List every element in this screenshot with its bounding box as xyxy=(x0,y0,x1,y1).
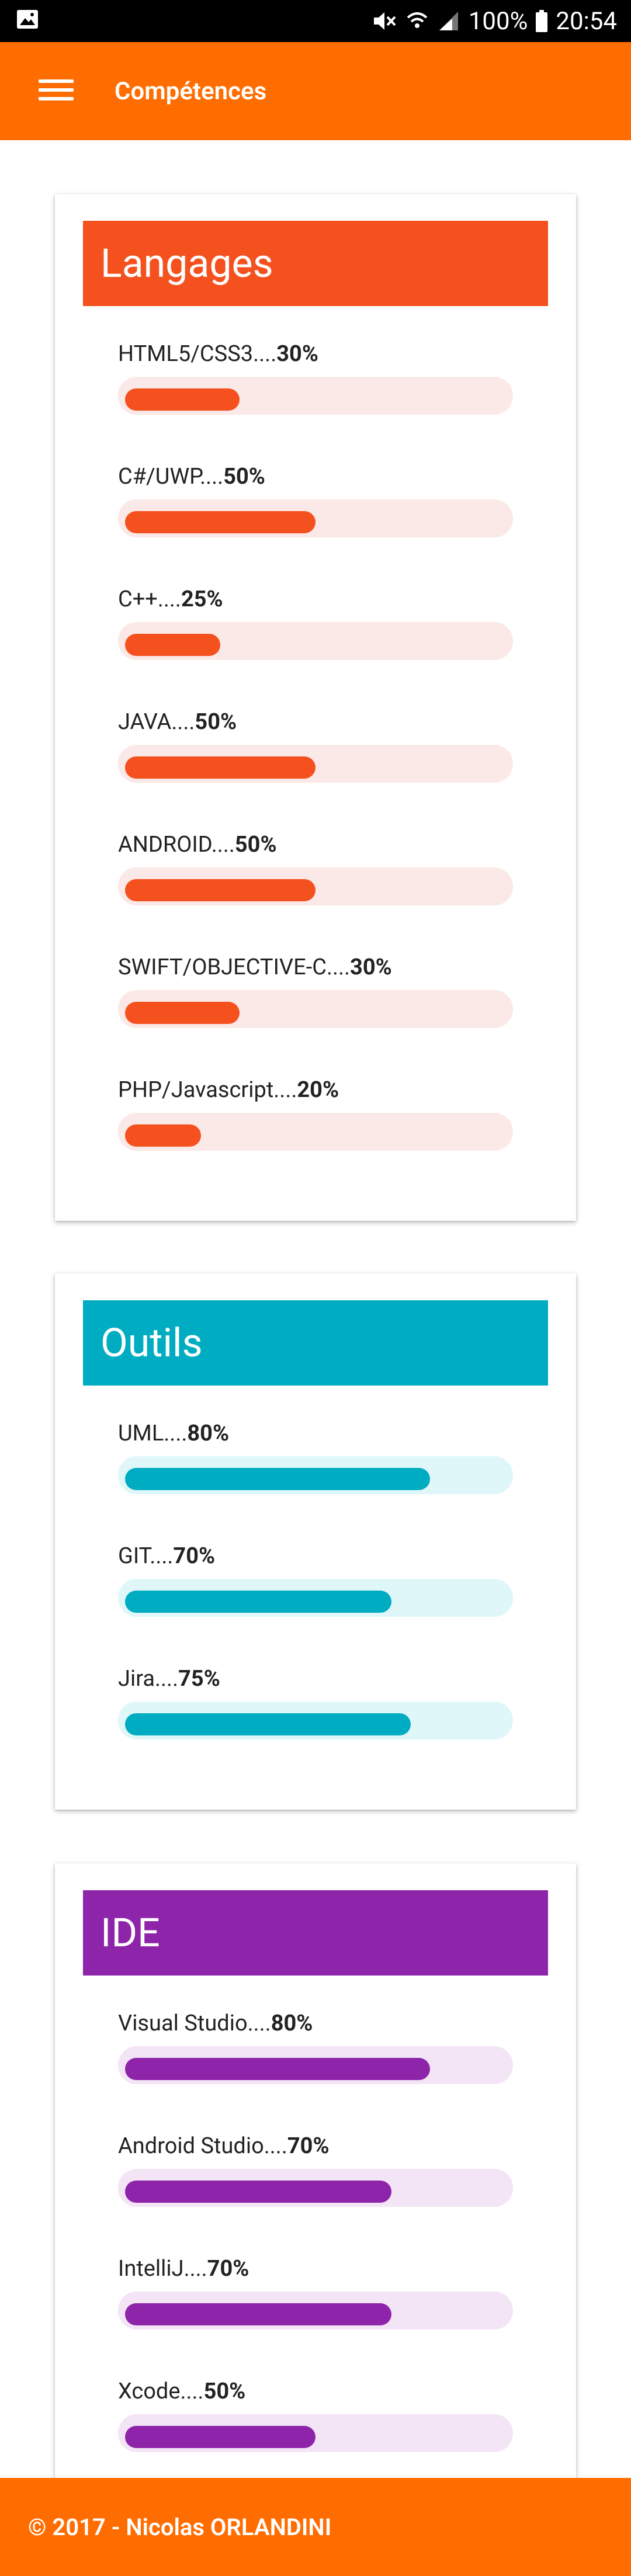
skill-item: C#/UWP....50% xyxy=(118,461,513,537)
skill-item: Xcode....50% xyxy=(118,2376,513,2452)
skill-label: SWIFT/OBJECTIVE-C....30% xyxy=(118,954,392,980)
skill-item: ANDROID....50% xyxy=(118,829,513,905)
progress-track xyxy=(118,377,513,415)
card-ide: IDE Visual Studio....80% Android Studio.… xyxy=(55,1863,576,2478)
progress-fill xyxy=(125,1713,411,1735)
skill-label: Android Studio....70% xyxy=(118,2133,330,2159)
progress-fill xyxy=(125,2303,391,2325)
skill-label: PHP/Javascript....20% xyxy=(118,1077,339,1103)
progress-fill xyxy=(125,388,240,411)
status-right: 100% 20:54 xyxy=(372,7,617,36)
progress-fill xyxy=(125,879,316,901)
status-left xyxy=(16,7,39,36)
hamburger-menu-icon xyxy=(39,77,74,105)
skill-item: PHP/Javascript....20% xyxy=(118,1075,513,1151)
skill-item: GIT....70% xyxy=(118,1541,513,1617)
skill-label: JAVA....50% xyxy=(118,709,237,735)
skill-item: SWIFT/OBJECTIVE-C....30% xyxy=(118,952,513,1028)
skill-label: Visual Studio....80% xyxy=(118,2011,313,2036)
skill-label: C#/UWP....50% xyxy=(118,464,265,489)
battery-icon xyxy=(536,10,548,32)
image-icon xyxy=(16,7,39,36)
progress-track xyxy=(118,745,513,783)
app-bar: Compétences xyxy=(0,42,631,140)
skill-item: IntelliJ....70% xyxy=(118,2254,513,2329)
hamburger-menu-button[interactable] xyxy=(21,56,91,126)
skill-label: UML....80% xyxy=(118,1421,230,1446)
signal-icon xyxy=(437,11,460,32)
progress-track xyxy=(118,2292,513,2329)
skill-label: Jira....75% xyxy=(118,1666,220,1692)
progress-fill xyxy=(125,634,220,656)
progress-fill xyxy=(125,756,316,779)
progress-fill xyxy=(125,2181,391,2203)
progress-fill xyxy=(125,1124,201,1147)
card-outils: Outils UML....80% GIT....70% Jira....75% xyxy=(55,1273,576,1810)
progress-fill xyxy=(125,1591,391,1613)
progress-track xyxy=(118,2169,513,2207)
status-time: 20:54 xyxy=(556,6,617,36)
card-langages: Langages HTML5/CSS3....30% C#/UWP....50%… xyxy=(55,194,576,1221)
progress-track xyxy=(118,622,513,660)
skill-label: C++....25% xyxy=(118,586,223,612)
wifi-icon xyxy=(405,9,429,33)
battery-percent: 100% xyxy=(468,6,528,36)
skill-item: JAVA....50% xyxy=(118,707,513,783)
status-bar: 100% 20:54 xyxy=(0,0,631,42)
progress-track xyxy=(118,2414,513,2452)
skill-label: GIT....70% xyxy=(118,1543,216,1569)
section-header: Langages xyxy=(83,221,548,306)
skill-item: Android Studio....70% xyxy=(118,2131,513,2207)
progress-fill xyxy=(125,2426,316,2448)
mute-icon xyxy=(372,9,397,33)
progress-fill xyxy=(125,511,316,533)
skill-label: IntelliJ....70% xyxy=(118,2256,249,2282)
skill-item: UML....80% xyxy=(118,1418,513,1494)
progress-fill xyxy=(125,1002,240,1024)
progress-track xyxy=(118,2046,513,2084)
progress-fill xyxy=(125,2058,430,2080)
section-header: IDE xyxy=(83,1890,548,1976)
progress-track xyxy=(118,1113,513,1151)
progress-track xyxy=(118,499,513,537)
progress-track xyxy=(118,1579,513,1617)
skill-item: Visual Studio....80% xyxy=(118,2008,513,2084)
footer-copyright: © 2017 - Nicolas ORLANDINI xyxy=(28,2513,332,2541)
skill-label: HTML5/CSS3....30% xyxy=(118,341,318,367)
skill-item: HTML5/CSS3....30% xyxy=(118,339,513,415)
progress-track xyxy=(118,867,513,905)
progress-fill xyxy=(125,1468,430,1490)
footer: © 2017 - Nicolas ORLANDINI xyxy=(0,2478,631,2576)
section-header: Outils xyxy=(83,1300,548,1386)
skill-item: Jira....75% xyxy=(118,1664,513,1740)
progress-track xyxy=(118,1456,513,1494)
skill-label: ANDROID....50% xyxy=(118,832,277,857)
progress-track xyxy=(118,1702,513,1740)
page-title: Compétences xyxy=(115,77,267,106)
skill-label: Xcode....50% xyxy=(118,2379,246,2404)
progress-track xyxy=(118,990,513,1028)
skill-item: C++....25% xyxy=(118,584,513,660)
